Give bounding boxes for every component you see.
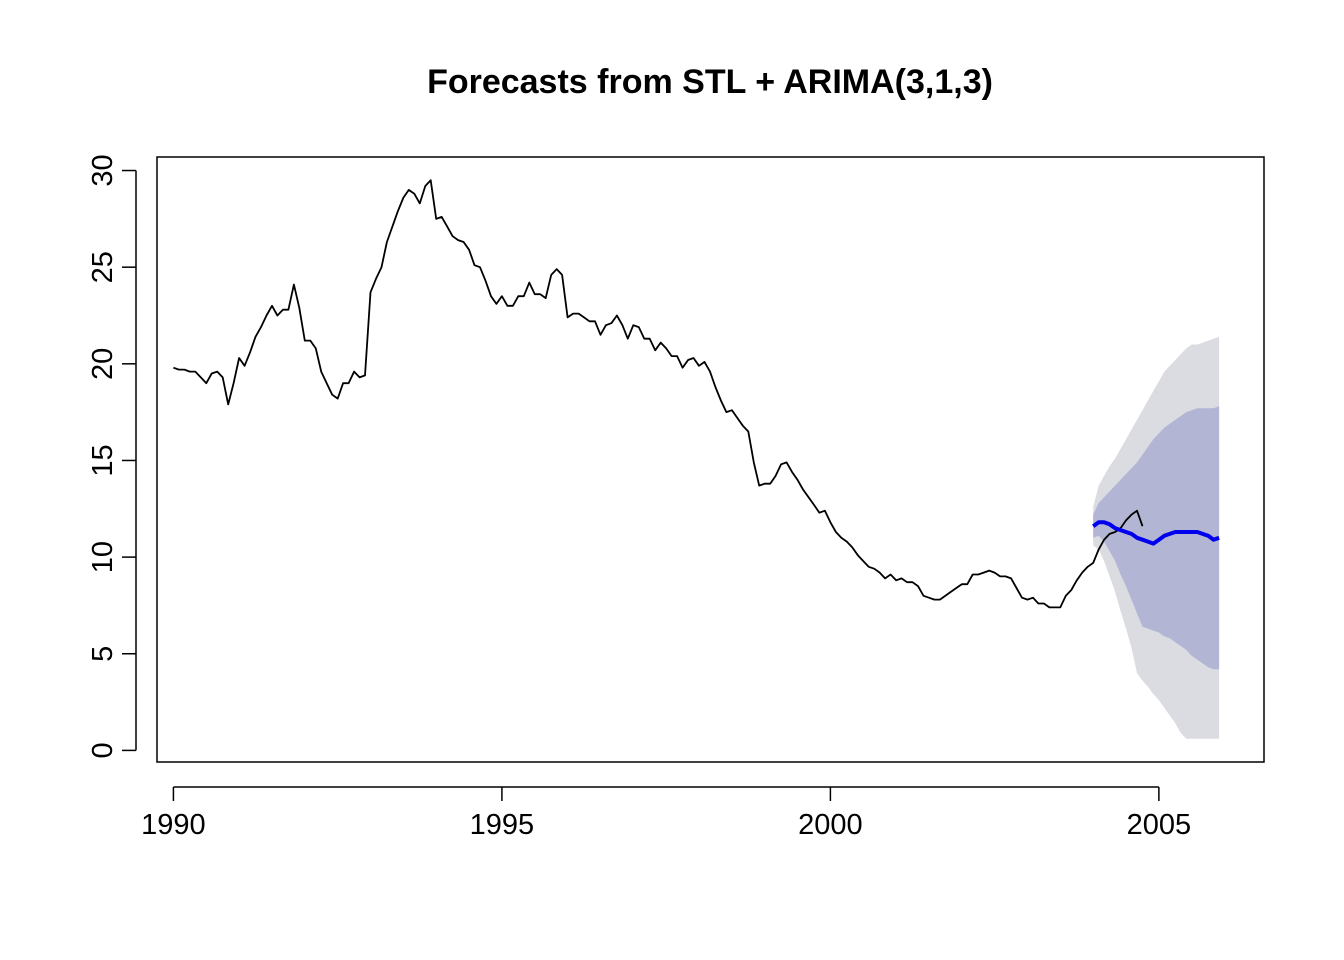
y-tick-label-20: 20 — [87, 348, 119, 380]
series-lines — [173, 179, 1220, 609]
interval-band-80 — [1093, 406, 1220, 670]
x-tick-label-2000: 2000 — [798, 809, 863, 841]
y-tick-label-30: 30 — [87, 154, 119, 186]
plot-frame — [156, 156, 1265, 763]
chart-title: Forecasts from STL + ARIMA(3,1,3) — [427, 63, 993, 101]
y-tick-label-10: 10 — [87, 541, 119, 573]
series-line-observed — [173, 179, 1144, 609]
x-tick-label-1990: 1990 — [141, 809, 206, 841]
y-axis: 0 5 10 15 20 25 30 — [87, 154, 137, 758]
y-tick-label-0: 0 — [87, 742, 119, 758]
y-tick-label-25: 25 — [87, 251, 119, 283]
series-line-forecast — [1092, 520, 1220, 546]
y-tick-label-5: 5 — [87, 646, 119, 662]
x-axis: 1990 1995 2000 2005 — [141, 786, 1192, 841]
y-tick-label-15: 15 — [87, 444, 119, 476]
x-tick-label-1995: 1995 — [470, 809, 535, 841]
x-tick-label-2005: 2005 — [1127, 809, 1192, 841]
prediction-intervals — [1093, 336, 1220, 739]
